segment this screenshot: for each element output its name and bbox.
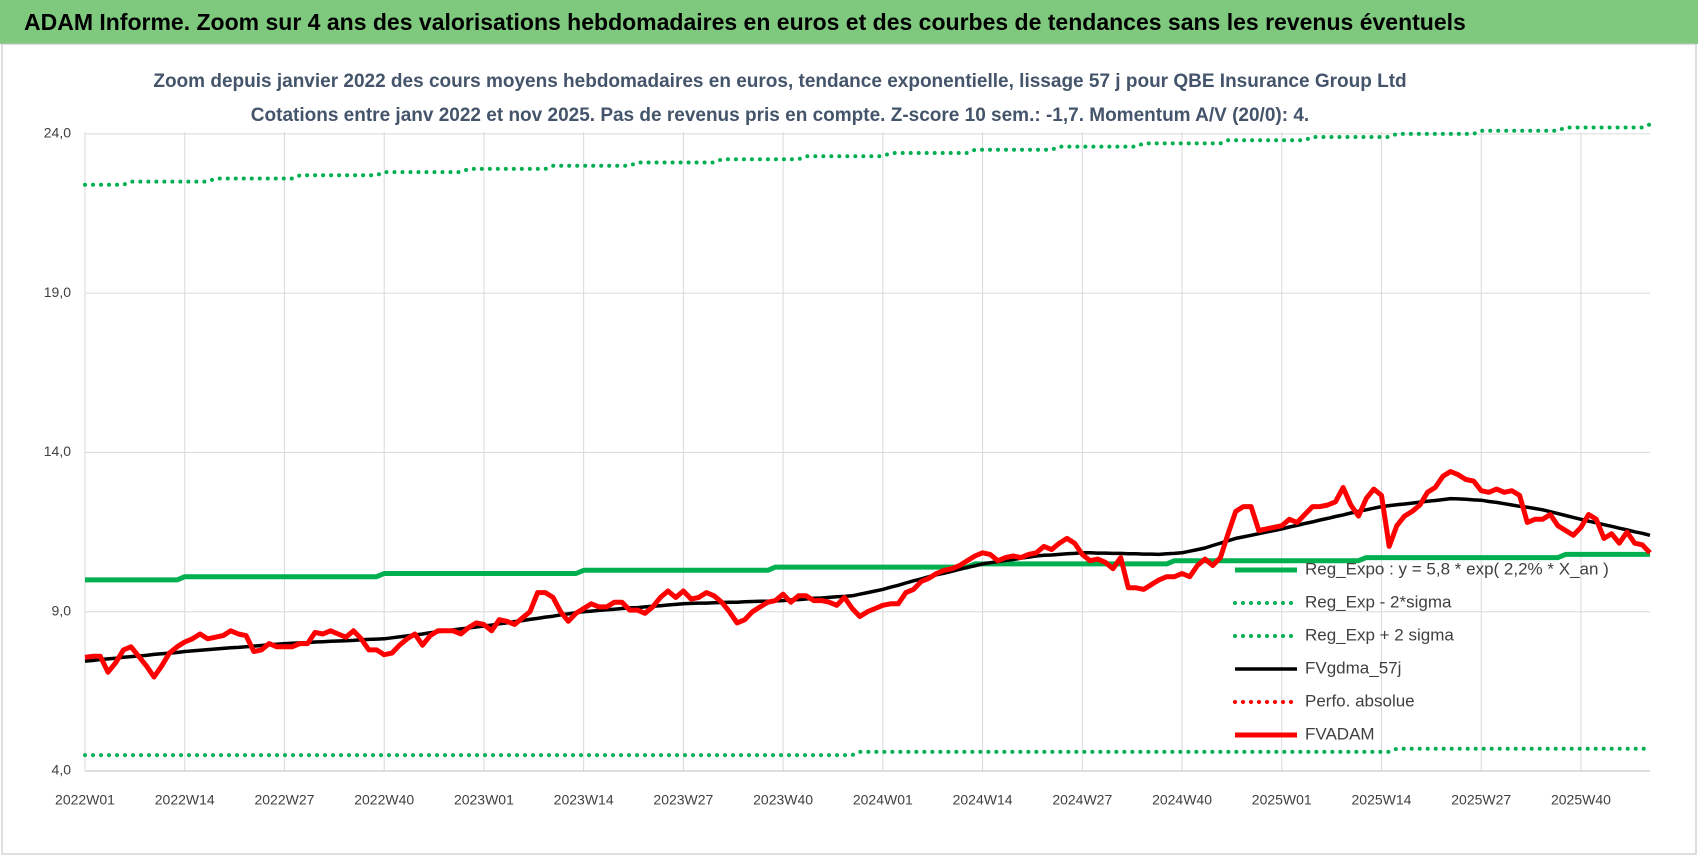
x-tick-label: 2024W27 <box>1052 792 1112 808</box>
legend-label: FVgdma_57j <box>1305 658 1401 677</box>
header-title: ADAM Informe. Zoom sur 4 ans des valoris… <box>24 9 1466 35</box>
series-line <box>84 469 1652 680</box>
legend-label: Reg_Exp - 2*sigma <box>1305 592 1452 611</box>
x-tick-label: 2022W27 <box>254 792 314 808</box>
x-tick-label: 2024W01 <box>853 792 913 808</box>
x-tick-label: 2025W01 <box>1252 792 1312 808</box>
y-tick-label: 9,0 <box>52 602 72 618</box>
x-tick-label: 2024W14 <box>953 792 1013 808</box>
header-bar <box>0 0 1698 44</box>
series-line <box>85 551 1650 583</box>
x-tick-label: 2024W40 <box>1152 792 1212 808</box>
y-tick-label: 24,0 <box>44 125 71 141</box>
x-tick-label: 2023W14 <box>554 792 614 808</box>
legend-label: FVADAM <box>1305 724 1375 743</box>
x-tick-label: 2022W14 <box>155 792 215 808</box>
y-tick-label: 14,0 <box>44 443 71 459</box>
x-tick-label: 2025W14 <box>1352 792 1412 808</box>
legend-label: Reg_Exp + 2 sigma <box>1305 625 1454 644</box>
x-tick-label: 2022W01 <box>55 792 115 808</box>
chart-frame <box>1 43 1697 855</box>
series-line <box>83 746 1652 758</box>
y-tick-label: 19,0 <box>44 284 71 300</box>
series-line <box>83 122 1652 187</box>
x-tick-label: 2023W40 <box>753 792 813 808</box>
x-tick-label: 2022W40 <box>354 792 414 808</box>
chart-subtitle: Cotations entre janv 2022 et nov 2025. P… <box>251 105 1309 126</box>
x-tick-label: 2023W01 <box>454 792 514 808</box>
legend-label: Perfo. absolue <box>1305 691 1415 710</box>
x-tick-label: 2025W40 <box>1551 792 1611 808</box>
series-line <box>84 496 1651 663</box>
x-tick-label: 2025W27 <box>1451 792 1511 808</box>
chart-title: Zoom depuis janvier 2022 des cours moyen… <box>153 71 1406 92</box>
legend-label: Reg_Expo : y = 5,8 * exp( 2,2% * X_an ) <box>1305 559 1609 578</box>
x-tick-label: 2023W27 <box>653 792 713 808</box>
y-tick-label: 4,0 <box>52 762 72 778</box>
